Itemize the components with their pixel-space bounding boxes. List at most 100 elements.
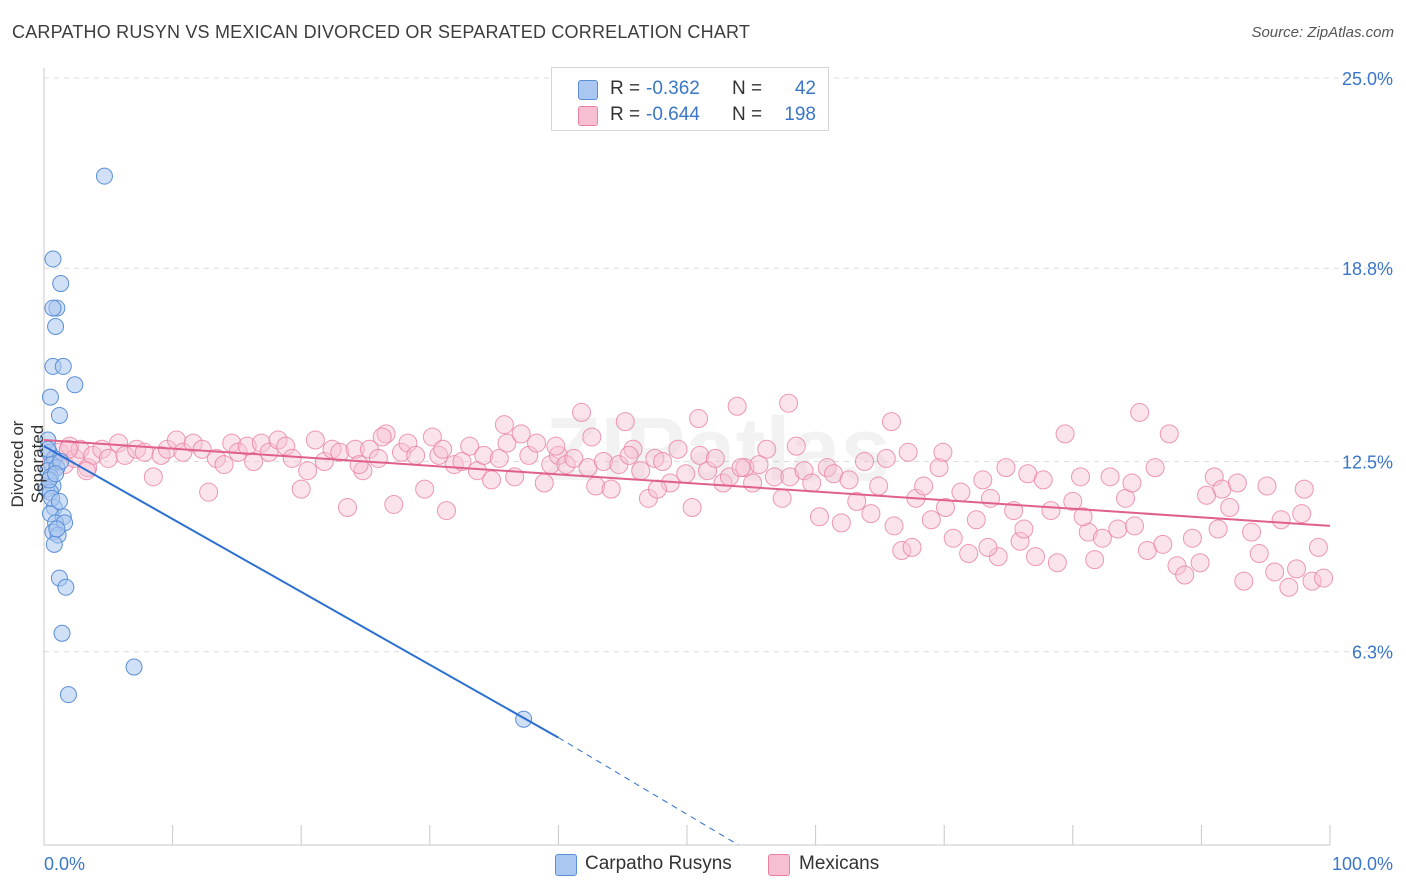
carpatho-rusyns-point [125, 658, 143, 676]
legend-row-carpatho: R = -0.362 N = 42 [552, 76, 828, 104]
mexicans-point [415, 479, 435, 499]
mexicans-point [978, 537, 998, 557]
mexicans-point [1130, 402, 1150, 422]
mexicans-point [935, 498, 955, 518]
mexicans-point [743, 473, 763, 493]
mexicans-point [452, 452, 472, 471]
n-value: 198 [784, 104, 816, 125]
mexicans-point [291, 479, 311, 499]
mexicans-point [631, 461, 651, 481]
mexicans-point [78, 458, 98, 478]
carpatho-rusyns-point [53, 624, 71, 642]
pink-swatch [578, 106, 598, 126]
mexicans-point [1265, 562, 1285, 582]
carpatho-rusyns-point [52, 275, 70, 293]
mexicans-point [1047, 553, 1067, 573]
r-label: R = [610, 78, 641, 99]
mexicans-point [1085, 550, 1105, 570]
mexicans-point [772, 488, 792, 508]
n-value: 42 [794, 78, 816, 99]
y-tick-label: 25.0% [1342, 69, 1393, 89]
mexicans-point [861, 504, 881, 524]
mexicans-point [406, 445, 426, 465]
mexicans-point [996, 458, 1016, 478]
mexicans-point [1122, 473, 1142, 493]
mexicans-point [305, 430, 325, 450]
source-label: Source: ZipAtlas.com [1251, 24, 1394, 41]
mexicans-point [527, 433, 547, 453]
mexicans-point [645, 448, 665, 468]
mexicans-point [437, 501, 457, 521]
mexicans-point [345, 439, 365, 459]
legend-row-mexicans: R = -0.644 N = 198 [552, 102, 828, 130]
mexicans-point [572, 402, 592, 422]
mexicans-point [668, 439, 688, 459]
mexicans-point [690, 445, 710, 465]
mexicans-point [1100, 467, 1120, 487]
mexicans-point [1055, 424, 1075, 444]
mexicans-point [214, 455, 234, 475]
mexicans-point [1063, 491, 1083, 511]
carpatho-rusyns-point [66, 376, 84, 394]
mexicans-point [482, 470, 502, 490]
mexicans-point [619, 445, 639, 465]
mexicans-point [902, 537, 922, 557]
mexicans-point [898, 442, 918, 462]
mexicans-point [802, 473, 822, 493]
mexicans-point [892, 540, 912, 560]
y-tick-label: 12.5% [1342, 453, 1393, 473]
mexicans-point [1227, 473, 1247, 493]
mexicans-point [534, 473, 554, 493]
mexicans-point [1190, 553, 1210, 573]
mexicans-point [933, 442, 953, 462]
r-label: R = [610, 104, 641, 125]
mexicans-point [582, 427, 602, 447]
mexicans-point [786, 436, 806, 456]
mexicans-point [1092, 528, 1112, 548]
mexicans-point [199, 482, 219, 502]
carpatho-rusyns-points [38, 167, 533, 728]
mexicans-point [1257, 476, 1277, 496]
y-tick-label: 18.8% [1342, 259, 1393, 279]
mexicans-point [586, 476, 606, 496]
mexicans-point [109, 433, 129, 453]
mexicans-point [1078, 522, 1098, 542]
carpatho-rusyns-point [50, 492, 68, 510]
mexicans-point [1271, 510, 1291, 530]
mexicans-point [921, 510, 941, 530]
mexicans-point [1292, 504, 1312, 524]
mexicans-point [869, 476, 889, 496]
mexicans-point [1294, 479, 1314, 499]
mexicans-point [376, 424, 396, 444]
series-legend: Carpatho Rusyns Mexicans [0, 852, 1406, 878]
mexicans-point [494, 415, 514, 435]
mexicans-point [757, 439, 777, 459]
mexicans-point [556, 455, 576, 475]
mexicans-point [337, 498, 357, 518]
mexicans-point [98, 448, 118, 468]
mexicans-point [929, 458, 949, 478]
mexicans-point [839, 470, 859, 490]
mexicans-point [689, 409, 709, 429]
mexicans-point [298, 461, 318, 481]
mexicans-point [546, 436, 566, 456]
mexicans-point [392, 442, 412, 462]
mexicans-point [1242, 522, 1262, 542]
mexicans-point [244, 452, 264, 471]
mexicans-point [764, 467, 784, 487]
mexicans-point [349, 455, 369, 475]
mexicans-point [1033, 470, 1053, 490]
carpatho-rusyns-point [47, 465, 65, 483]
mexicans-point [1279, 577, 1299, 597]
mexicans-point [593, 452, 613, 471]
mexicans-point [951, 482, 971, 502]
mexicans-point [1308, 537, 1328, 557]
mexicans-point [1182, 528, 1202, 548]
carpatho-rusyns-point [50, 406, 68, 424]
mexicans-point [1220, 498, 1240, 518]
mexicans-point [1071, 467, 1091, 487]
mexicans-point [206, 448, 226, 468]
mexicans-point [1159, 424, 1179, 444]
y-tick-label: 6.3% [1352, 643, 1393, 663]
